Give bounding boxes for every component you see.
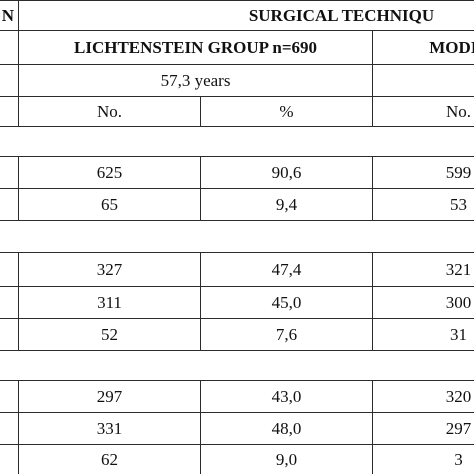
cell bbox=[0, 350, 474, 381]
cell: 47,4 bbox=[200, 252, 373, 287]
cell: 625 bbox=[18, 156, 201, 189]
column-header: No. bbox=[372, 96, 474, 127]
row: 311 45,0 300 bbox=[0, 286, 474, 319]
cell: 9,4 bbox=[200, 188, 373, 221]
row: 327 47,4 321 bbox=[0, 252, 474, 287]
cell: 327 bbox=[18, 252, 201, 287]
cell: 52 bbox=[18, 318, 201, 351]
cell: 31 bbox=[372, 318, 474, 351]
cell: 599 bbox=[372, 156, 474, 189]
cell: 331 bbox=[18, 412, 201, 445]
row: 57,3 years bbox=[0, 64, 474, 97]
row: 65 9,4 53 bbox=[0, 188, 474, 221]
cell: 45,0 bbox=[200, 286, 373, 319]
cell bbox=[0, 156, 19, 189]
row: 52 7,6 31 bbox=[0, 318, 474, 351]
cell: 65 bbox=[18, 188, 201, 221]
cell bbox=[0, 444, 19, 474]
cell: 321 bbox=[372, 252, 474, 287]
row: 297 43,0 320 bbox=[0, 380, 474, 413]
cell: 43,0 bbox=[200, 380, 373, 413]
row: 625 90,6 599 bbox=[0, 156, 474, 189]
cell: 311 bbox=[18, 286, 201, 319]
cell bbox=[0, 96, 19, 127]
cell: 57,3 years bbox=[18, 64, 373, 97]
cell: 62 bbox=[18, 444, 201, 474]
cell: 9,0 bbox=[200, 444, 373, 474]
header-cell: MODIF bbox=[372, 30, 474, 65]
header-cell: SURGICAL TECHNIQU bbox=[18, 0, 474, 31]
column-header: No. bbox=[18, 96, 201, 127]
header-cell: LICHTENSTEIN GROUP n=690 bbox=[18, 30, 373, 65]
cell: 297 bbox=[372, 412, 474, 445]
cell bbox=[372, 64, 474, 97]
cell bbox=[0, 380, 19, 413]
section-row bbox=[0, 350, 474, 381]
cell bbox=[0, 64, 19, 97]
cell: 48,0 bbox=[200, 412, 373, 445]
row: No. % No. bbox=[0, 96, 474, 127]
cell bbox=[0, 286, 19, 319]
cell bbox=[0, 220, 474, 253]
cell bbox=[0, 412, 19, 445]
cell bbox=[0, 252, 19, 287]
cell: 297 bbox=[18, 380, 201, 413]
section-row bbox=[0, 126, 474, 157]
cell bbox=[0, 318, 19, 351]
section-row bbox=[0, 220, 474, 253]
cell bbox=[0, 188, 19, 221]
cell: 320 bbox=[372, 380, 474, 413]
cell: 3 bbox=[372, 444, 474, 474]
header-cell: N bbox=[0, 0, 19, 31]
row: 331 48,0 297 bbox=[0, 412, 474, 445]
header-row: LICHTENSTEIN GROUP n=690 MODIF bbox=[0, 30, 474, 65]
cell: 7,6 bbox=[200, 318, 373, 351]
cell: 300 bbox=[372, 286, 474, 319]
cell: 90,6 bbox=[200, 156, 373, 189]
header-row: N SURGICAL TECHNIQU bbox=[0, 0, 474, 31]
cell bbox=[0, 30, 19, 65]
cell bbox=[0, 126, 474, 157]
row: 62 9,0 3 bbox=[0, 444, 474, 474]
cell: 53 bbox=[372, 188, 474, 221]
column-header: % bbox=[200, 96, 373, 127]
